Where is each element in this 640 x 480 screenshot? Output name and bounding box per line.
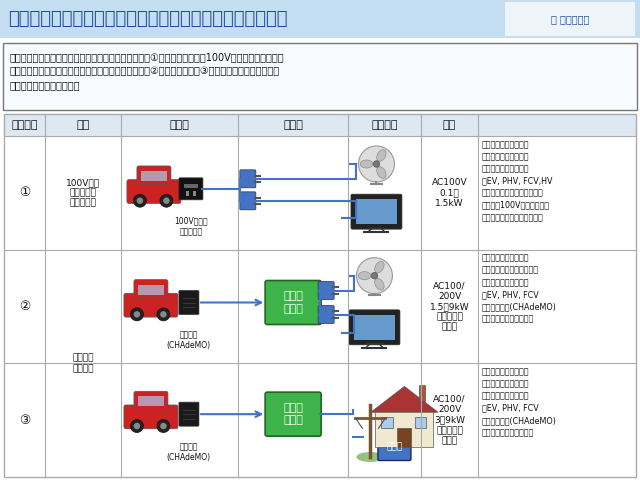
Text: AC100V
0.1～
1.5kW: AC100V 0.1～ 1.5kW bbox=[432, 178, 467, 208]
FancyBboxPatch shape bbox=[138, 396, 164, 406]
Text: AC100/
200V
3～9kW
（給電器に
よる）: AC100/ 200V 3～9kW （給電器に よる） bbox=[433, 395, 466, 445]
FancyBboxPatch shape bbox=[3, 43, 637, 110]
Text: 100V電源
用コンセン
トから給電: 100V電源 用コンセン トから給電 bbox=[66, 178, 100, 208]
Text: 給電方法: 給電方法 bbox=[12, 120, 38, 130]
Circle shape bbox=[358, 146, 394, 182]
Bar bbox=[4, 114, 636, 136]
Circle shape bbox=[134, 194, 147, 207]
FancyBboxPatch shape bbox=[134, 280, 168, 298]
FancyBboxPatch shape bbox=[138, 285, 164, 295]
Circle shape bbox=[134, 423, 140, 429]
Bar bbox=[376, 411, 433, 447]
FancyBboxPatch shape bbox=[265, 392, 321, 436]
Text: 給電器: 給電器 bbox=[170, 120, 189, 130]
Text: 100V電源用
コンセント: 100V電源用 コンセント bbox=[174, 217, 208, 236]
FancyBboxPatch shape bbox=[349, 310, 400, 345]
Circle shape bbox=[157, 308, 170, 321]
Text: 電気自動車等から外部に給電する方法は大別すると、①車内に備えられた100V電源用コンセントを
用いて給電する方法と、車の充電端子に特定の機器（②可搬型給電器、③: 電気自動車等から外部に給電する方法は大別すると、①車内に備えられた100V電源用… bbox=[10, 52, 285, 90]
FancyBboxPatch shape bbox=[240, 170, 256, 188]
Circle shape bbox=[157, 420, 170, 432]
Bar bbox=[415, 417, 426, 428]
Text: 充電端子
(CHAdeMO): 充電端子 (CHAdeMO) bbox=[167, 331, 211, 350]
Circle shape bbox=[131, 308, 143, 321]
Ellipse shape bbox=[360, 160, 373, 168]
FancyBboxPatch shape bbox=[179, 402, 199, 426]
Polygon shape bbox=[371, 386, 438, 412]
Bar bbox=[397, 428, 412, 447]
Bar bbox=[186, 191, 189, 196]
FancyBboxPatch shape bbox=[378, 433, 411, 460]
Circle shape bbox=[160, 311, 166, 318]
Circle shape bbox=[163, 197, 170, 204]
Circle shape bbox=[371, 273, 378, 279]
Ellipse shape bbox=[356, 452, 385, 462]
Text: 備考: 備考 bbox=[443, 120, 456, 130]
Bar bbox=[4, 114, 636, 477]
Ellipse shape bbox=[377, 150, 386, 161]
Text: 分電盤: 分電盤 bbox=[387, 443, 403, 452]
FancyBboxPatch shape bbox=[134, 391, 168, 410]
Circle shape bbox=[131, 420, 143, 432]
Text: ②: ② bbox=[19, 300, 30, 313]
FancyBboxPatch shape bbox=[179, 178, 203, 200]
FancyBboxPatch shape bbox=[137, 166, 171, 184]
Ellipse shape bbox=[374, 261, 384, 273]
Circle shape bbox=[160, 194, 173, 207]
Bar bbox=[419, 385, 425, 401]
FancyBboxPatch shape bbox=[318, 305, 334, 324]
Circle shape bbox=[134, 311, 140, 318]
Circle shape bbox=[373, 161, 380, 167]
Text: ・固定型給電器が必要
・建物への直接給電可
・設置・配線工事必要
・EV, PHV, FCV
　（充電端子(CHAdeMO)
　を持つ車）が対応可能: ・固定型給電器が必要 ・建物への直接給電可 ・設置・配線工事必要 ・EV, PH… bbox=[482, 367, 557, 437]
Bar bbox=[356, 199, 397, 224]
Text: 充電端子
から給電: 充電端子 から給電 bbox=[72, 354, 93, 373]
FancyBboxPatch shape bbox=[240, 192, 256, 210]
Text: ・車本体のみで給電可
・設置・配線工事不要
・出力が比較的小さい
・EV, PHV, FCV,HV
　（メーカーオプション等に
　より、100V電源用コンセ
　: ・車本体のみで給電可 ・設置・配線工事不要 ・出力が比較的小さい ・EV, PH… bbox=[482, 140, 552, 222]
FancyBboxPatch shape bbox=[318, 281, 334, 300]
FancyBboxPatch shape bbox=[124, 293, 178, 317]
Circle shape bbox=[160, 423, 166, 429]
Text: 固定型
給電器: 固定型 給電器 bbox=[284, 403, 303, 425]
Bar bbox=[505, 2, 635, 36]
Text: 🌐 国土交通省: 🌐 国土交通省 bbox=[551, 14, 589, 24]
FancyBboxPatch shape bbox=[141, 171, 166, 181]
Text: 電源: 電源 bbox=[76, 120, 90, 130]
FancyBboxPatch shape bbox=[351, 194, 402, 229]
Text: 充電端子
(CHAdeMO): 充電端子 (CHAdeMO) bbox=[167, 442, 211, 462]
Bar bbox=[354, 315, 395, 340]
Text: AC100/
200V
1.5～9kW
（給電器に
よる）: AC100/ 200V 1.5～9kW （給電器に よる） bbox=[429, 281, 469, 332]
Text: 可搬型
給電器: 可搬型 給電器 bbox=[284, 291, 303, 314]
Text: ・可搬型給電器が必要
・可搬型でどこでも給電可
・設置・配線工事不要
・EV, PHV, FCV
　（充電端子(CHAdeMO)
　を持つ車）が対応可能: ・可搬型給電器が必要 ・可搬型でどこでも給電可 ・設置・配線工事不要 ・EV, … bbox=[482, 253, 557, 324]
Text: その他: その他 bbox=[284, 120, 303, 130]
FancyBboxPatch shape bbox=[124, 405, 178, 429]
FancyBboxPatch shape bbox=[179, 290, 199, 314]
Bar bbox=[193, 191, 196, 196]
Circle shape bbox=[356, 258, 392, 294]
Text: 最大出力: 最大出力 bbox=[372, 120, 398, 130]
Bar bbox=[184, 184, 198, 188]
Text: ③: ③ bbox=[19, 414, 30, 427]
Bar bbox=[381, 417, 393, 428]
FancyBboxPatch shape bbox=[127, 180, 181, 204]
Ellipse shape bbox=[374, 278, 384, 290]
Bar bbox=[0, 0, 640, 38]
Ellipse shape bbox=[377, 167, 386, 179]
Text: ①: ① bbox=[19, 186, 30, 199]
Circle shape bbox=[137, 197, 143, 204]
Ellipse shape bbox=[358, 272, 371, 280]
FancyBboxPatch shape bbox=[265, 280, 321, 324]
Text: 電気自動車等の電源コンセントの使用方法について（例）: 電気自動車等の電源コンセントの使用方法について（例） bbox=[8, 10, 287, 28]
